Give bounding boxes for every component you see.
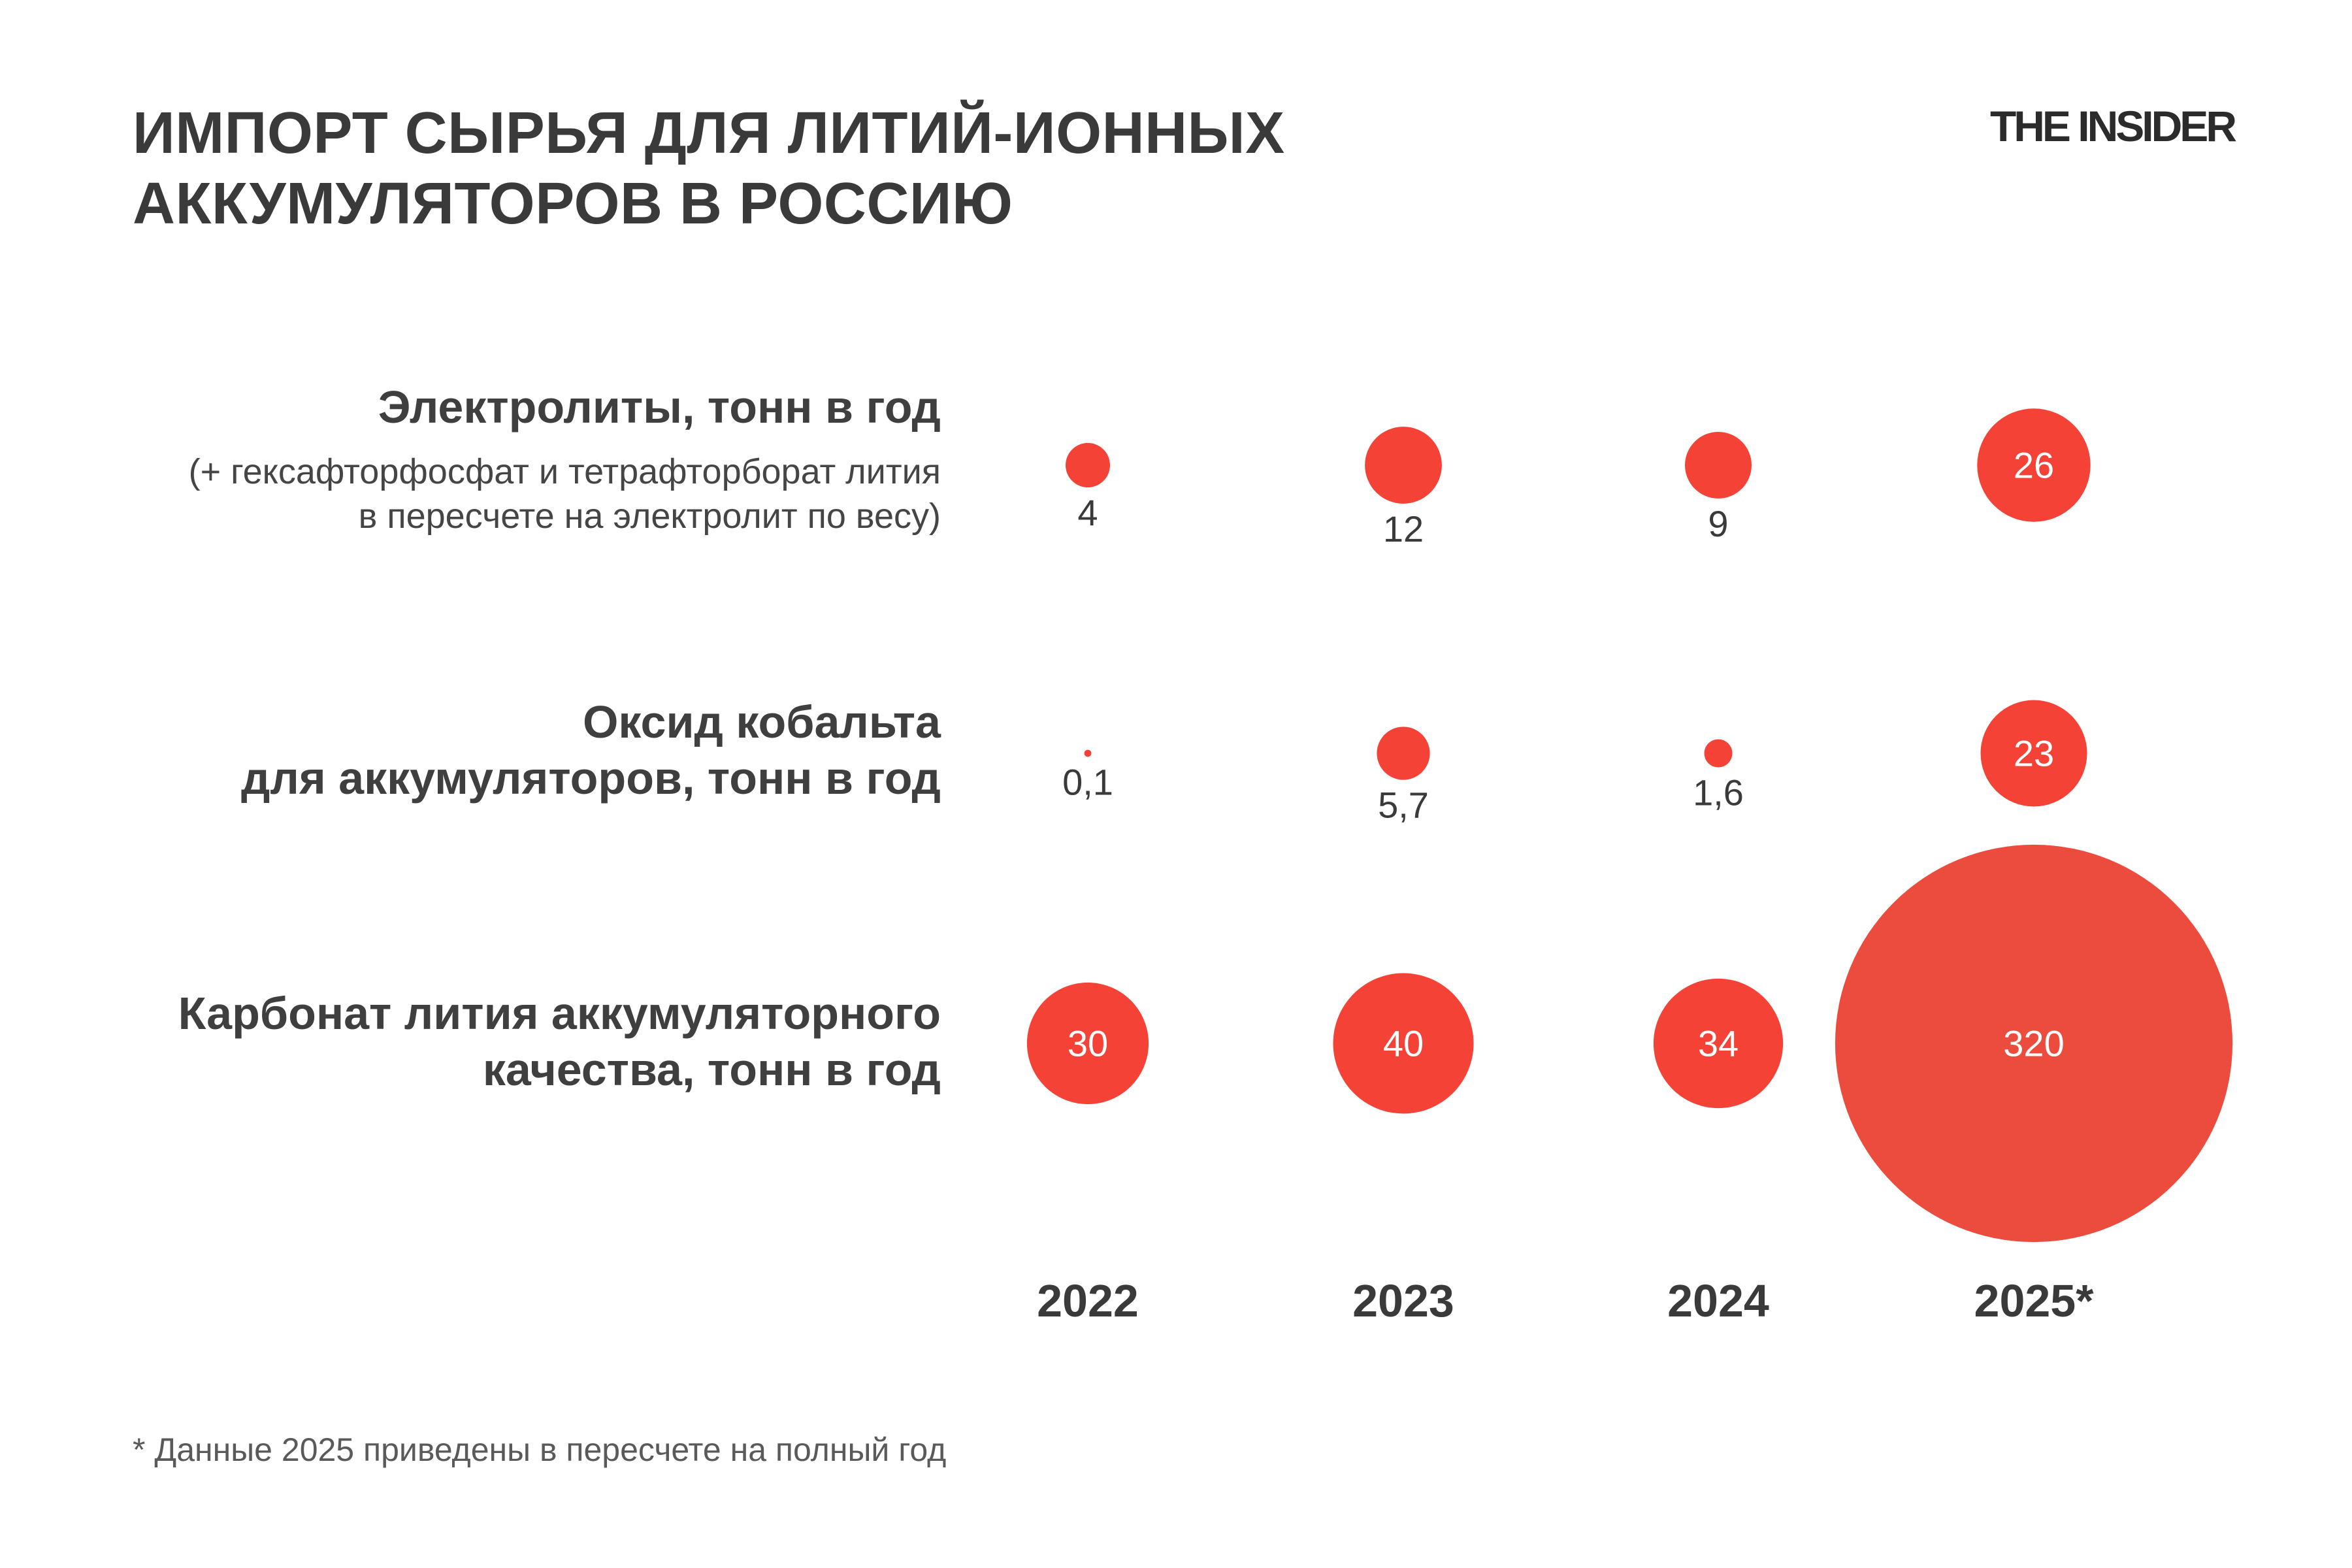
bubble-r3-2023: [1333, 973, 1474, 1114]
bubble-label-r3-2023: 40: [1383, 1023, 1424, 1064]
bubble-label-r1-2025: 26: [2014, 445, 2054, 486]
bubble-r2-2024: [1704, 739, 1733, 768]
bubble-label-r1-2023: 12: [1383, 508, 1424, 549]
bubble-r3-2025: [1835, 844, 2233, 1243]
year-label-2025: 2025*: [1974, 1275, 2095, 1326]
bubble-label-r2-2025: 23: [2014, 733, 2054, 774]
bubble-label-r3-2025: 320: [2003, 1023, 2064, 1064]
bubble-label-r2-2023: 5,7: [1378, 785, 1429, 826]
row-note-electrolytes: (+ гексафторфосфат и тетрафторборат лити…: [26, 449, 941, 538]
bubble-label-r3-2024: 34: [1698, 1023, 1739, 1064]
bubble-r2-2022: [1084, 749, 1092, 757]
row-label-lithium-carbonate: Карбонат лития аккумуляторного качества,…: [26, 985, 941, 1098]
bubble-label-r1-2022: 4: [1077, 492, 1098, 533]
footnote: * Данные 2025 приведены в пересчете на п…: [133, 1431, 947, 1468]
bubble-r1-2022: [1066, 443, 1110, 487]
year-label-2022: 2022: [1037, 1275, 1139, 1326]
page-title: ИМПОРТ СЫРЬЯ ДЛЯ ЛИТИЙ-ИОННЫХ АККУМУЛЯТО…: [133, 98, 1374, 239]
bubble-label-r2-2022: 0,1: [1062, 761, 1113, 802]
bubble-r3-2022: [1026, 982, 1149, 1105]
title-line-1: ИМПОРТ СЫРЬЯ ДЛЯ ЛИТИЙ-ИОННЫХ: [133, 101, 1285, 166]
row-label-electrolytes-line-1: Электролиты, тонн в год: [378, 382, 941, 433]
bubble-r1-2024: [1685, 432, 1752, 498]
row-label-lithium-carbonate-line-2: качества, тонн в год: [482, 1044, 941, 1095]
bubble-label-r3-2022: 30: [1068, 1023, 1108, 1064]
title-line-2: АККУМУЛЯТОРОВ В РОССИЮ: [133, 171, 1013, 237]
bubble-label-r2-2024: 1,6: [1693, 772, 1744, 813]
bubble-r2-2025: [1980, 700, 2087, 807]
year-label-2023: 2023: [1352, 1275, 1454, 1326]
row-note-electrolytes-line-1: (+ гексафторфосфат и тетрафторборат лити…: [188, 452, 941, 491]
row-label-cobalt-oxide-line-1: Оксид кобальта: [582, 696, 941, 747]
row-label-lithium-carbonate-line-1: Карбонат лития аккумуляторного: [178, 988, 941, 1039]
bubble-r1-2025: [1977, 408, 2091, 522]
bubble-r1-2023: [1365, 427, 1442, 504]
bubble-label-r1-2024: 9: [1708, 503, 1728, 544]
year-label-2024: 2024: [1667, 1275, 1769, 1326]
brand-logo: THE INSIDER: [1989, 102, 2237, 150]
row-label-cobalt-oxide: Оксид кобальта для аккумуляторов, тонн в…: [26, 694, 941, 806]
row-note-electrolytes-line-2: в пересчете на электролит по весу): [358, 497, 941, 536]
row-label-electrolytes: Электролиты, тонн в год: [26, 379, 941, 435]
bubble-r2-2023: [1377, 727, 1430, 780]
bubble-r3-2024: [1653, 978, 1784, 1109]
row-label-cobalt-oxide-line-2: для аккумуляторов, тонн в год: [240, 753, 941, 804]
